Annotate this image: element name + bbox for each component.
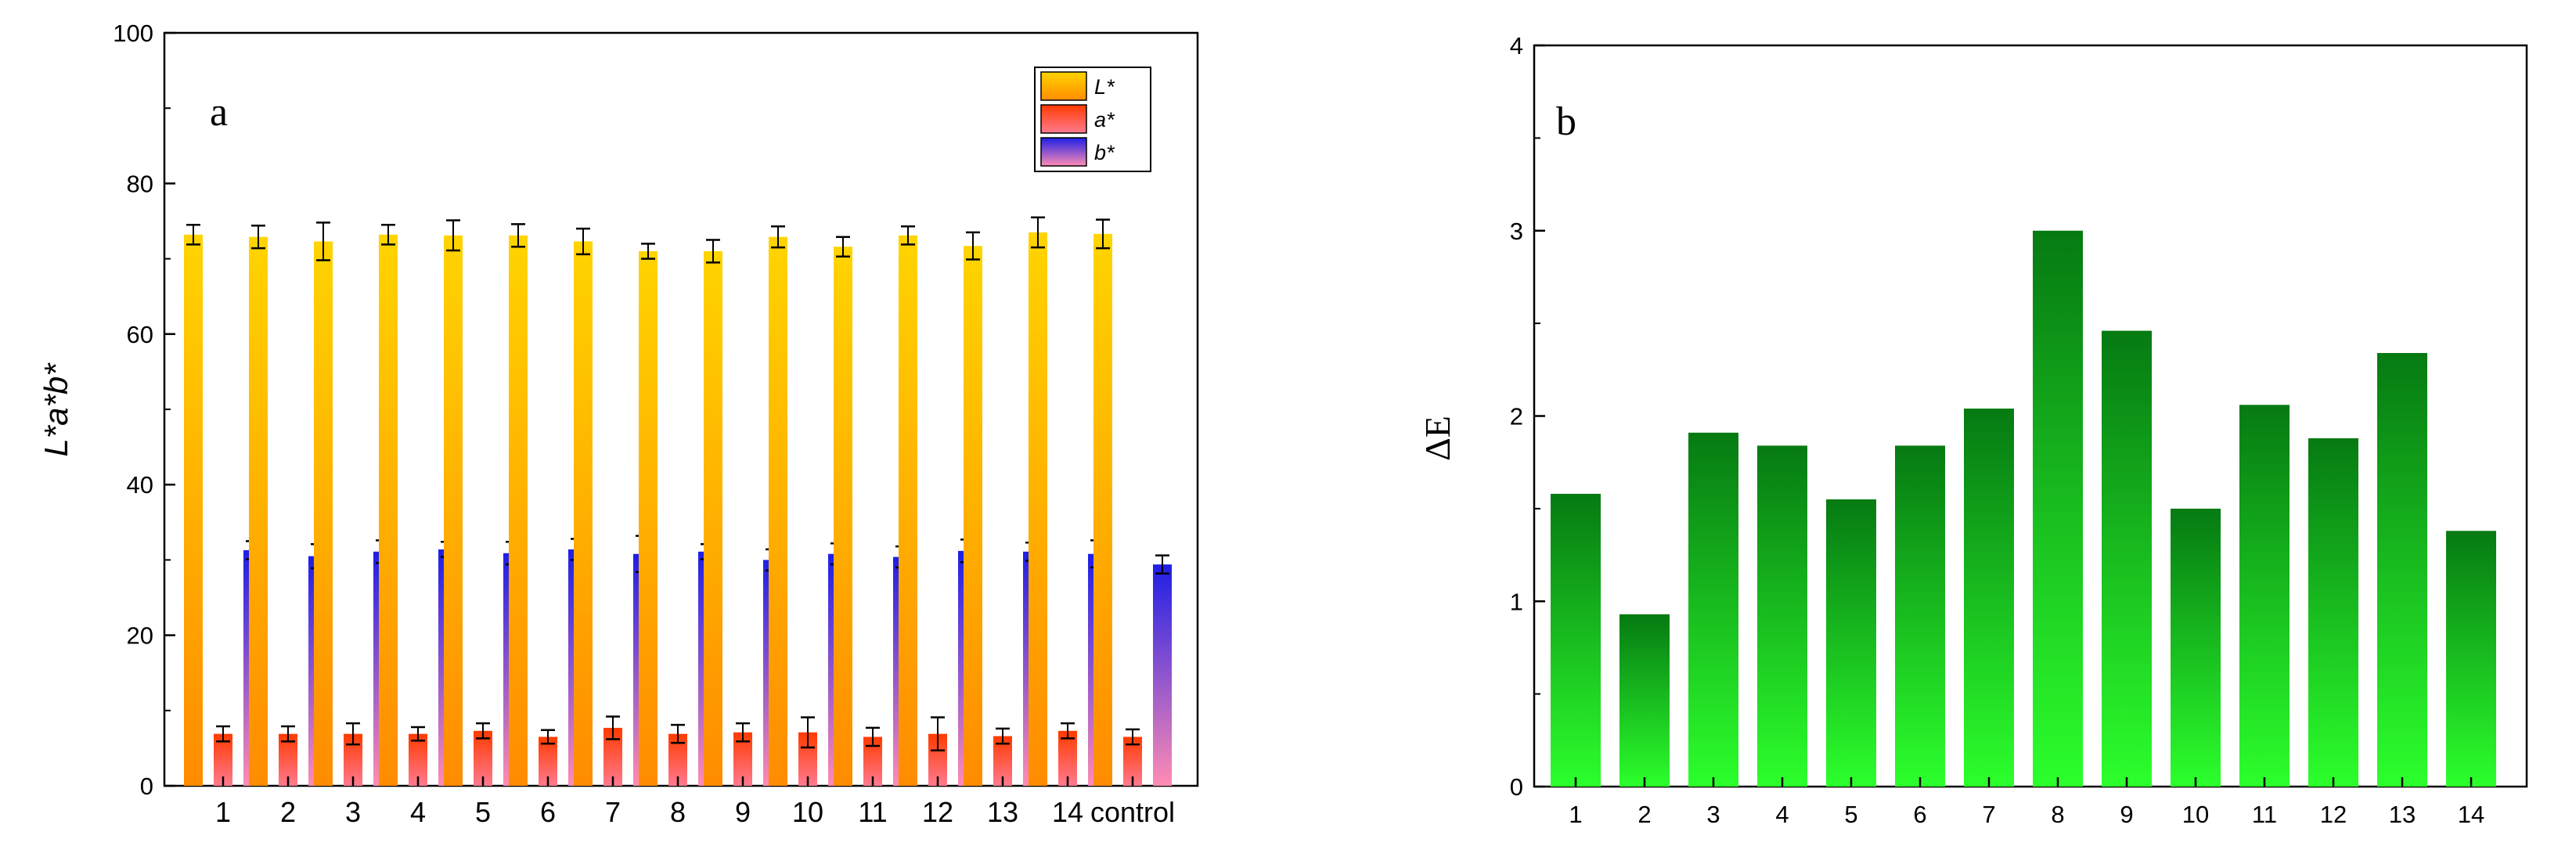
bar-deltaE-5 <box>1826 499 1876 787</box>
bar-L-control <box>1093 233 1112 786</box>
b-x-tick-label: 4 <box>1775 801 1789 828</box>
bar-L-5 <box>444 235 463 786</box>
a-x-tick-label: 1 <box>215 796 231 828</box>
a-y-tick-label: 40 <box>127 471 153 499</box>
a-x-tick-label: 6 <box>540 796 556 828</box>
legend-label-L: L* <box>1094 75 1115 99</box>
b-x-tick-label: 12 <box>2320 801 2347 828</box>
bar-deltaE-10 <box>2171 508 2221 787</box>
bar-deltaE-3 <box>1688 432 1738 787</box>
bar-deltaE-7 <box>1964 409 2014 787</box>
legend-swatch-L <box>1040 71 1087 101</box>
y-axis-title-b: ΔE <box>1418 416 1457 461</box>
bar-L-11 <box>834 247 852 786</box>
bar-L-2 <box>249 236 268 786</box>
bar-b-control <box>1153 564 1172 786</box>
a-y-tick-label: 60 <box>127 321 153 348</box>
bar-L-13 <box>964 246 982 787</box>
legend-label-a: a* <box>1094 108 1115 131</box>
bar-L-8 <box>639 250 658 787</box>
y-axis-a: 0 20 40 60 80 100 <box>113 20 175 800</box>
a-x-tick-label: 4 <box>410 796 426 828</box>
b-x-tick-label: 8 <box>2051 801 2064 828</box>
panel-label-a: a <box>210 90 228 135</box>
a-x-tick-label: 8 <box>670 796 686 828</box>
legend-label-b: b* <box>1094 141 1115 164</box>
bar-L-6 <box>509 235 528 786</box>
bar-deltaE-12 <box>2308 438 2358 787</box>
x-axis-a: 1 2 3 4 5 6 7 8 9 10 11 12 13 14 control <box>215 776 1175 828</box>
a-x-tick-label: 9 <box>735 796 751 828</box>
b-x-tick-label: 13 <box>2389 801 2416 828</box>
bar-L-7 <box>574 241 593 786</box>
a-x-tick-label: 5 <box>475 796 491 828</box>
panel-label-b: b <box>1556 99 1576 144</box>
b-y-tick-label: 3 <box>1510 218 1523 245</box>
b-x-tick-label: 14 <box>2458 801 2484 828</box>
a-y-tick-label: 20 <box>127 622 153 650</box>
y-axis-b: 0 1 2 3 4 <box>1510 32 1545 801</box>
b-y-tick-label: 2 <box>1510 403 1523 430</box>
b-y-tick-label: 4 <box>1510 32 1523 59</box>
b-x-tick-label: 9 <box>2120 801 2133 828</box>
bar-L-4 <box>379 234 398 786</box>
a-x-tick-label: 2 <box>280 796 296 828</box>
bars-a <box>184 216 1172 787</box>
bar-deltaE-2 <box>1619 614 1670 787</box>
y-axis-title-a: L*a*b* <box>38 362 74 457</box>
a-x-tick-label: 3 <box>345 796 361 828</box>
a-x-tick-label: 7 <box>605 796 621 828</box>
b-x-tick-label: 11 <box>2252 801 2277 828</box>
b-x-tick-label: 10 <box>2182 801 2209 828</box>
bar-deltaE-9 <box>2102 330 2152 787</box>
bar-deltaE-13 <box>2377 353 2427 787</box>
b-x-tick-label: 2 <box>1637 801 1651 828</box>
bars-b <box>1551 230 2496 787</box>
b-x-tick-label: 6 <box>1913 801 1926 828</box>
a-x-tick-label: 11 <box>858 796 887 828</box>
bar-deltaE-1 <box>1551 493 1601 787</box>
bar-L-3 <box>314 241 333 786</box>
a-x-tick-label: 10 <box>792 796 823 828</box>
bar-L-12 <box>899 235 917 786</box>
legend-swatch-b <box>1040 137 1087 167</box>
bar-deltaE-8 <box>2033 230 2083 787</box>
bar-deltaE-14 <box>2446 531 2496 787</box>
a-x-tick-label: 12 <box>922 796 953 828</box>
bar-L-1 <box>184 234 203 786</box>
bar-deltaE-4 <box>1757 445 1807 787</box>
x-axis-b: 1 2 3 4 5 6 7 8 9 10 11 12 13 14 <box>1569 777 2484 828</box>
a-x-tick-label: 14 <box>1052 796 1083 828</box>
legend-swatch-a <box>1040 104 1087 134</box>
a-y-tick-label: 0 <box>140 773 153 800</box>
a-y-tick-label: 80 <box>127 170 153 197</box>
b-x-tick-label: 1 <box>1569 801 1582 828</box>
b-x-tick-label: 7 <box>1982 801 1995 828</box>
bar-L-14 <box>1029 232 1047 786</box>
b-x-tick-label: 3 <box>1706 801 1720 828</box>
bar-deltaE-6 <box>1895 445 1945 787</box>
bar-L-10 <box>769 236 787 786</box>
bar-deltaE-11 <box>2239 405 2290 787</box>
legend-a: L* a* b* <box>1034 67 1151 172</box>
bar-L-9 <box>704 250 722 787</box>
a-y-tick-label: 100 <box>113 20 153 47</box>
b-y-tick-label: 1 <box>1510 588 1523 615</box>
a-x-tick-label: 13 <box>987 796 1018 828</box>
b-y-tick-label: 0 <box>1510 773 1523 801</box>
b-x-tick-label: 5 <box>1844 801 1857 828</box>
a-x-tick-label: control <box>1090 796 1175 828</box>
